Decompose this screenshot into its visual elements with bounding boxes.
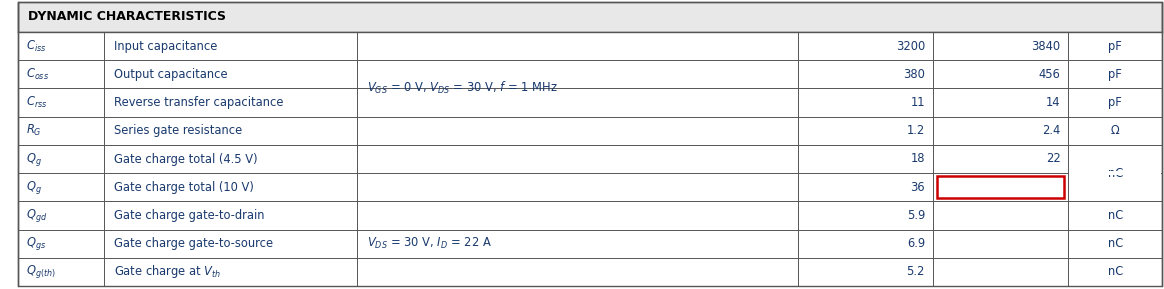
Text: 3840: 3840 [1031, 40, 1060, 53]
Text: $Q_g$: $Q_g$ [26, 179, 42, 196]
Text: Reverse transfer capacitance: Reverse transfer capacitance [114, 96, 284, 109]
Text: nC: nC [1108, 209, 1123, 222]
Text: nC: nC [1108, 265, 1123, 278]
Text: pF: pF [1108, 40, 1122, 53]
Text: 36: 36 [910, 181, 925, 194]
Text: Series gate resistance: Series gate resistance [114, 124, 242, 137]
Text: 5.2: 5.2 [907, 265, 925, 278]
Text: 1.2: 1.2 [907, 124, 925, 137]
Text: Gate charge total (10 V): Gate charge total (10 V) [114, 181, 254, 194]
Text: $Q_g$: $Q_g$ [26, 151, 42, 168]
Text: 43: 43 [1045, 181, 1060, 194]
Text: 14: 14 [1046, 96, 1060, 109]
Bar [937, 176, 1064, 198]
Text: pF: pF [1108, 96, 1122, 109]
Text: 380: 380 [903, 68, 925, 81]
Text: $C_{rss}$: $C_{rss}$ [26, 95, 48, 110]
Text: $Q_{gs}$: $Q_{gs}$ [26, 235, 47, 252]
Text: $Q_{g(th)}$: $Q_{g(th)}$ [26, 263, 56, 280]
Text: nC: nC [1108, 167, 1123, 179]
Text: $V_{GS}$ = 0 V, $V_{DS}$ = 30 V, $f$ = 1 MHz: $V_{GS}$ = 0 V, $V_{DS}$ = 30 V, $f$ = 1… [367, 80, 558, 97]
Text: Gate charge at $V_{th}$: Gate charge at $V_{th}$ [114, 263, 221, 280]
Text: $V_{DS}$ = 30 V, $I_D$ = 22 A: $V_{DS}$ = 30 V, $I_D$ = 22 A [367, 236, 491, 251]
Text: $C_{oss}$: $C_{oss}$ [26, 67, 49, 82]
Text: 5.9: 5.9 [907, 209, 925, 222]
Text: nC: nC [1108, 237, 1123, 250]
Text: 2.4: 2.4 [1042, 124, 1060, 137]
Text: Gate charge gate-to-drain: Gate charge gate-to-drain [114, 209, 264, 222]
Bar [17, 2, 1162, 32]
Text: $Q_{gd}$: $Q_{gd}$ [26, 207, 48, 224]
Text: 6.9: 6.9 [907, 237, 925, 250]
Text: Gate charge total (4.5 V): Gate charge total (4.5 V) [114, 153, 257, 166]
Text: 456: 456 [1038, 68, 1060, 81]
Text: pF: pF [1108, 68, 1122, 81]
Text: $R_G$: $R_G$ [26, 123, 42, 138]
Text: Input capacitance: Input capacitance [114, 40, 218, 53]
Text: $C_{iss}$: $C_{iss}$ [26, 38, 47, 54]
Text: 3200: 3200 [896, 40, 925, 53]
Bar [1070, 171, 1161, 175]
Text: Ω: Ω [1110, 124, 1120, 137]
Text: Output capacitance: Output capacitance [114, 68, 228, 81]
Text: DYNAMIC CHARACTERISTICS: DYNAMIC CHARACTERISTICS [28, 10, 226, 23]
Text: 11: 11 [910, 96, 925, 109]
Text: 22: 22 [1045, 153, 1060, 166]
Bar [17, 32, 1162, 286]
Text: Gate charge gate-to-source: Gate charge gate-to-source [114, 237, 274, 250]
Text: 18: 18 [910, 153, 925, 166]
